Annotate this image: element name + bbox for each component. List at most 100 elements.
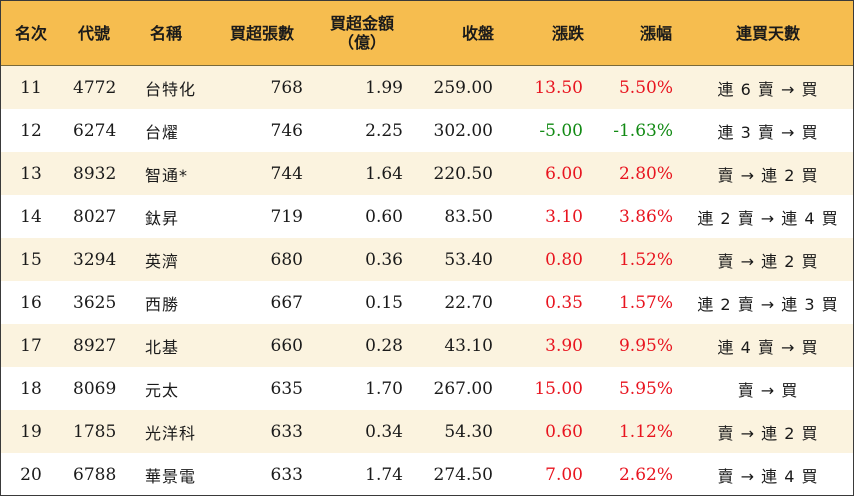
table-row: 12 6274 台燿 746 2.25 302.00 -5.00 -1.63% 連 3 賣 → …	[1, 109, 853, 152]
cell-rank: 17	[20, 335, 42, 356]
cell-net-shares: 744	[270, 163, 303, 184]
cell-change-pct: 5.95%	[618, 378, 673, 399]
table-row: 20 6788 華景電 633 1.74 274.50 7.00 2.62% 賣 → 連 4 買	[1, 453, 853, 496]
cell-close: 83.50	[444, 206, 493, 227]
table-row: 14 8027 鈦昇 719 0.60 83.50 3.10 3.86% 連 2 賣 → 連 4…	[1, 195, 853, 238]
header-close: 收盤	[461, 23, 494, 43]
cell-net-shares: 635	[270, 378, 303, 399]
cell-net-shares: 633	[270, 421, 303, 442]
table-row: 17 8927 北基 660 0.28 43.10 3.90 9.95% 連 4 賣 → 買	[1, 324, 853, 367]
cell-change: 3.10	[545, 206, 583, 227]
header-code: 代號	[77, 23, 110, 43]
cell-net-shares: 660	[270, 335, 303, 356]
cell-net-shares: 667	[270, 292, 303, 313]
cell-rank: 15	[20, 249, 42, 270]
cell-net-amount: 1.70	[365, 378, 403, 399]
cell-name: 台特化	[145, 79, 197, 99]
cell-change-pct: 9.95%	[618, 335, 673, 356]
cell-buy-days: 賣 → 連 2 買	[717, 423, 819, 443]
cell-code: 8027	[73, 206, 117, 227]
cell-net-shares: 746	[270, 120, 303, 141]
cell-name: 英濟	[145, 251, 180, 271]
cell-rank: 18	[20, 378, 42, 399]
cell-code: 8932	[73, 163, 117, 184]
cell-name: 元太	[145, 380, 180, 400]
cell-buy-days: 連 4 賣 → 買	[717, 337, 819, 357]
cell-buy-days: 賣 → 連 2 買	[717, 165, 819, 185]
table-row: 11 4772 台特化 768 1.99 259.00 13.50 5.50% 連 6 賣 → …	[1, 66, 853, 109]
cell-name: 鈦昇	[145, 208, 180, 228]
cell-change: 13.50	[534, 77, 583, 98]
header-change-pct: 漲幅	[639, 23, 672, 43]
cell-net-shares: 768	[270, 77, 303, 98]
cell-buy-days: 賣 → 連 2 買	[717, 251, 819, 271]
cell-change: 15.00	[534, 378, 583, 399]
table-row: 16 3625 西勝 667 0.15 22.70 0.35 1.57% 連 2 賣 → 連 3…	[1, 281, 853, 324]
cell-change: 6.00	[545, 163, 583, 184]
cell-change: 3.90	[545, 335, 583, 356]
cell-code: 8927	[73, 335, 117, 356]
cell-net-amount: 1.99	[365, 77, 403, 98]
cell-change-pct: 1.57%	[618, 292, 673, 313]
cell-rank: 19	[20, 421, 42, 442]
cell-net-shares: 680	[270, 249, 303, 270]
cell-change-pct: 2.80%	[618, 163, 673, 184]
cell-name: 西勝	[145, 294, 180, 314]
cell-net-shares: 633	[270, 464, 303, 485]
cell-net-amount: 1.64	[365, 163, 403, 184]
cell-close: 274.50	[433, 464, 493, 485]
table-row: 18 8069 元太 635 1.70 267.00 15.00 5.95% 賣 → 買	[1, 367, 853, 410]
cell-name: 光洋科	[145, 423, 197, 443]
cell-net-shares: 719	[270, 206, 303, 227]
table-row: 19 1785 光洋科 633 0.34 54.30 0.60 1.12% 賣 → 連 2 買	[1, 410, 853, 453]
cell-net-amount: 0.60	[365, 206, 403, 227]
table-row: 13 8932 智通* 744 1.64 220.50 6.00 2.80% 賣 → 連 2 買	[1, 152, 853, 195]
cell-close: 22.70	[444, 292, 493, 313]
cell-name: 北基	[145, 337, 180, 357]
header-net-shares: 買超張數	[229, 23, 294, 43]
cell-buy-days: 賣 → 連 4 買	[717, 466, 819, 486]
cell-rank: 12	[20, 120, 42, 141]
cell-name: 華景電	[145, 466, 197, 486]
cell-change: 7.00	[545, 464, 583, 485]
cell-close: 267.00	[433, 378, 493, 399]
cell-buy-days: 連 2 賣 → 連 4 買	[697, 208, 839, 228]
header-change: 漲跌	[551, 23, 584, 43]
cell-change: 0.35	[545, 292, 583, 313]
cell-code: 3625	[73, 292, 117, 313]
cell-buy-days: 連 2 賣 → 連 3 買	[697, 294, 839, 314]
cell-code: 8069	[73, 378, 117, 399]
cell-buy-days: 連 3 賣 → 買	[717, 122, 819, 142]
cell-close: 302.00	[433, 120, 493, 141]
cell-net-amount: 2.25	[365, 120, 403, 141]
table-header: 名次 代號 名稱 買超張數 買超金額 （億） 收盤 漲跌 漲幅 連買天數	[1, 1, 853, 66]
cell-code: 1785	[73, 421, 117, 442]
cell-change-pct: 1.12%	[618, 421, 673, 442]
cell-close: 43.10	[444, 335, 493, 356]
cell-code: 4772	[73, 77, 117, 98]
cell-close: 53.40	[444, 249, 493, 270]
cell-change-pct: -1.63%	[613, 120, 673, 141]
cell-rank: 20	[20, 464, 42, 485]
cell-close: 54.30	[444, 421, 493, 442]
cell-code: 6274	[73, 120, 117, 141]
cell-name: 智通*	[145, 165, 189, 185]
cell-close: 259.00	[433, 77, 493, 98]
cell-change-pct: 2.62%	[618, 464, 673, 485]
cell-change-pct: 1.52%	[618, 249, 673, 270]
cell-buy-days: 賣 → 買	[737, 380, 799, 400]
cell-change: 0.80	[545, 249, 583, 270]
header-net-amount: 買超金額 （億）	[329, 14, 394, 52]
cell-code: 3294	[73, 249, 117, 270]
cell-net-amount: 0.15	[365, 292, 403, 313]
cell-change: 0.60	[545, 421, 583, 442]
cell-rank: 14	[20, 206, 42, 227]
header-rank: 名次	[14, 23, 47, 43]
cell-rank: 11	[20, 77, 42, 98]
cell-rank: 16	[20, 292, 42, 313]
cell-change-pct: 5.50%	[618, 77, 673, 98]
cell-rank: 13	[20, 163, 42, 184]
table-row: 15 3294 英濟 680 0.36 53.40 0.80 1.52% 賣 → 連 2 買	[1, 238, 853, 281]
cell-name: 台燿	[145, 122, 180, 142]
